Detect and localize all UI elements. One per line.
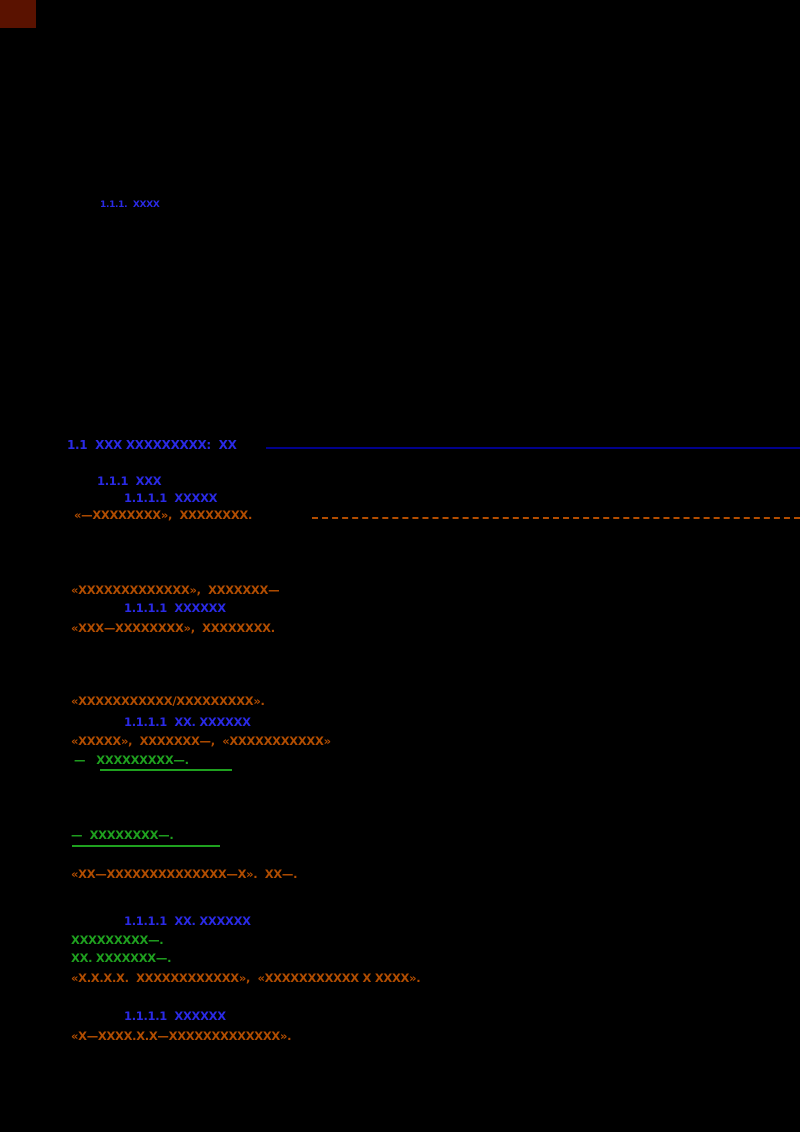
dashed-rule xyxy=(312,517,800,519)
body-text-line: «Х—ХХХХ.Х.Х—ХХХХХХХХХХХХХ». xyxy=(71,1029,292,1043)
subsection-heading[interactable]: 1.1.1 ХХХ xyxy=(97,474,162,488)
link-underline xyxy=(72,845,220,847)
corner-artifact xyxy=(0,0,36,28)
section-heading[interactable]: 1.1 ХХХ ХХХХХХХХХ: ХХ xyxy=(67,438,237,452)
link-line[interactable]: — ХХХХХХХХ—. xyxy=(71,828,174,842)
body-text-line: «Х.Х.Х.Х. ХХХХХХХХХХХХ», «ХХХХХХХХХХХ Х … xyxy=(71,971,421,985)
body-text-line: «ХХХХХХХХХХХ/ХХХХХХХХХ». xyxy=(71,694,265,708)
body-text-line: «ХХХХХХХХХХХХХ», ХХХХХХХ— xyxy=(71,583,280,597)
subsubsection-heading[interactable]: 1.1.1.1 ХХ. ХХХХХХ xyxy=(124,914,251,928)
body-text-line: «ХХХ—ХХХХХХХХ», ХХХХХХХХ. xyxy=(71,621,275,635)
subsubsection-heading[interactable]: 1.1.1.1 ХХХХХХ xyxy=(124,1009,226,1023)
body-text-line: «ХХХХХ», ХХХХХХХ—, «ХХХХХХХХХХХ» xyxy=(71,734,331,748)
body-text-line: «—ХХХХХХХХ», ХХХХХХХХ. xyxy=(74,508,253,522)
link-line[interactable]: ХХ. ХХХХХХХ—. xyxy=(71,951,172,965)
heading-rule xyxy=(266,447,800,449)
body-text-line: «ХХ—ХХХХХХХХХХХХХХ—Х». ХХ—. xyxy=(71,867,298,881)
link-underline xyxy=(100,769,232,771)
revision-label: 1.1.1. ХХХХ xyxy=(100,200,160,210)
subsubsection-heading[interactable]: 1.1.1.1 ХХХХХ xyxy=(124,491,218,505)
link-line[interactable]: — ХХХХХХХХХ—. xyxy=(74,753,189,767)
subsubsection-heading[interactable]: 1.1.1.1 ХХХХХХ xyxy=(124,601,226,615)
subsubsection-heading[interactable]: 1.1.1.1 ХХ. ХХХХХХ xyxy=(124,715,251,729)
link-line[interactable]: ХХХХХХХХХ—. xyxy=(71,933,164,947)
